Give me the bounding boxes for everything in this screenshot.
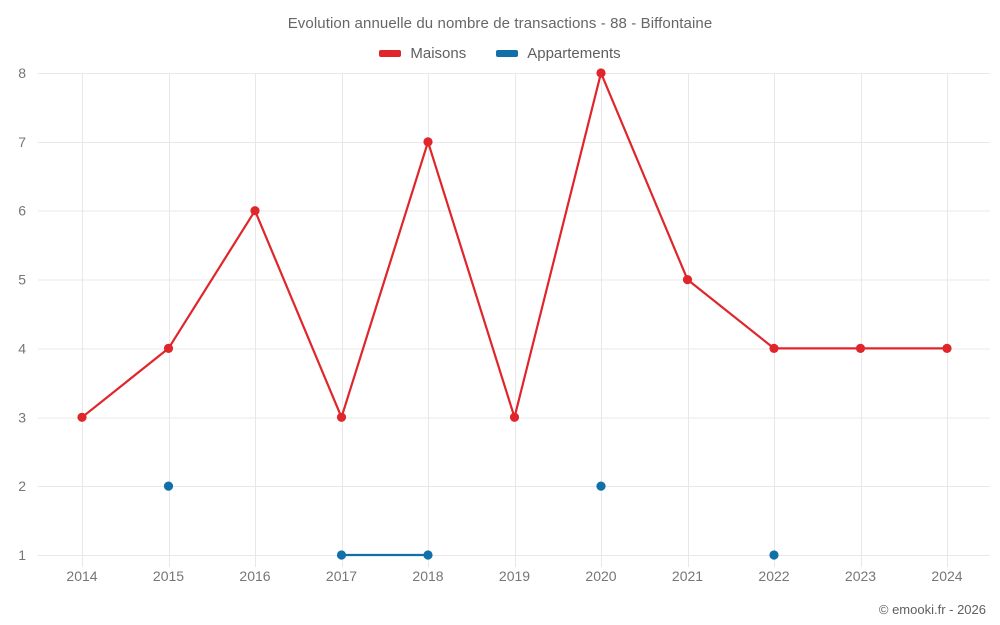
data-point[interactable]: [163, 343, 174, 353]
y-axis-tick-label: 8: [18, 65, 26, 81]
y-axis-tick-label: 1: [18, 547, 26, 563]
data-point[interactable]: [163, 481, 174, 491]
series-appartements: [163, 481, 779, 560]
data-point[interactable]: [509, 412, 520, 422]
series-maisons: [77, 68, 952, 422]
data-series-layer: [77, 68, 952, 560]
x-axis-tick-label: 2017: [326, 568, 357, 584]
data-point[interactable]: [942, 343, 952, 353]
x-axis-tick-label: 2015: [153, 568, 184, 584]
x-axis-tick-label: 2022: [758, 568, 789, 584]
legend-label-appartements: Appartements: [527, 45, 621, 62]
y-axis-ticks: 1 2 3 4 5 6 7 8: [18, 65, 26, 563]
data-point[interactable]: [682, 275, 693, 285]
footer-credit: © emooki.fr - 2026: [878, 602, 986, 617]
y-axis-tick-label: 6: [18, 203, 26, 219]
data-point[interactable]: [423, 137, 433, 147]
legend-item-appartements[interactable]: Appartements: [496, 45, 621, 62]
data-point[interactable]: [77, 412, 87, 422]
data-point[interactable]: [336, 412, 347, 422]
legend-swatch-maisons: [379, 50, 402, 57]
data-point[interactable]: [855, 343, 866, 353]
x-axis-tick-label: 2016: [239, 568, 270, 584]
y-axis-tick-label: 5: [18, 272, 26, 288]
y-axis-tick-label: 7: [18, 134, 26, 150]
legend-swatch-appartements: [496, 50, 519, 57]
x-axis-ticks: 2014 2015 2016 2017 2018 2019 2020 2021 2022 2023…: [66, 568, 962, 584]
data-point[interactable]: [769, 550, 779, 560]
data-point[interactable]: [596, 68, 606, 78]
data-point[interactable]: [423, 550, 433, 560]
x-axis-tick-label: 2018: [412, 568, 443, 584]
x-axis-tick-label: 2024: [931, 568, 962, 584]
legend-label-maisons: Maisons: [410, 45, 467, 62]
data-point[interactable]: [250, 206, 260, 216]
data-point[interactable]: [336, 550, 347, 560]
y-axis-tick-label: 3: [18, 409, 26, 425]
x-axis-tick-label: 2014: [66, 568, 97, 584]
x-axis-tick-label: 2023: [845, 568, 876, 584]
x-axis-tick-label: 2020: [585, 568, 616, 584]
chart-legend: Maisons Appartements: [0, 45, 1000, 62]
legend-item-maisons[interactable]: Maisons: [379, 45, 466, 62]
chart-title: Evolution annuelle du nombre de transact…: [287, 15, 713, 32]
series-line: [80, 71, 949, 419]
x-axis-tick-label: 2021: [672, 568, 703, 584]
x-axis-tick-label: 2019: [499, 568, 530, 584]
y-axis-tick-label: 2: [18, 478, 26, 494]
y-axis-tick-label: 4: [18, 340, 26, 356]
grid-layer: [38, 73, 990, 567]
data-point[interactable]: [769, 343, 779, 353]
data-point[interactable]: [596, 481, 606, 491]
